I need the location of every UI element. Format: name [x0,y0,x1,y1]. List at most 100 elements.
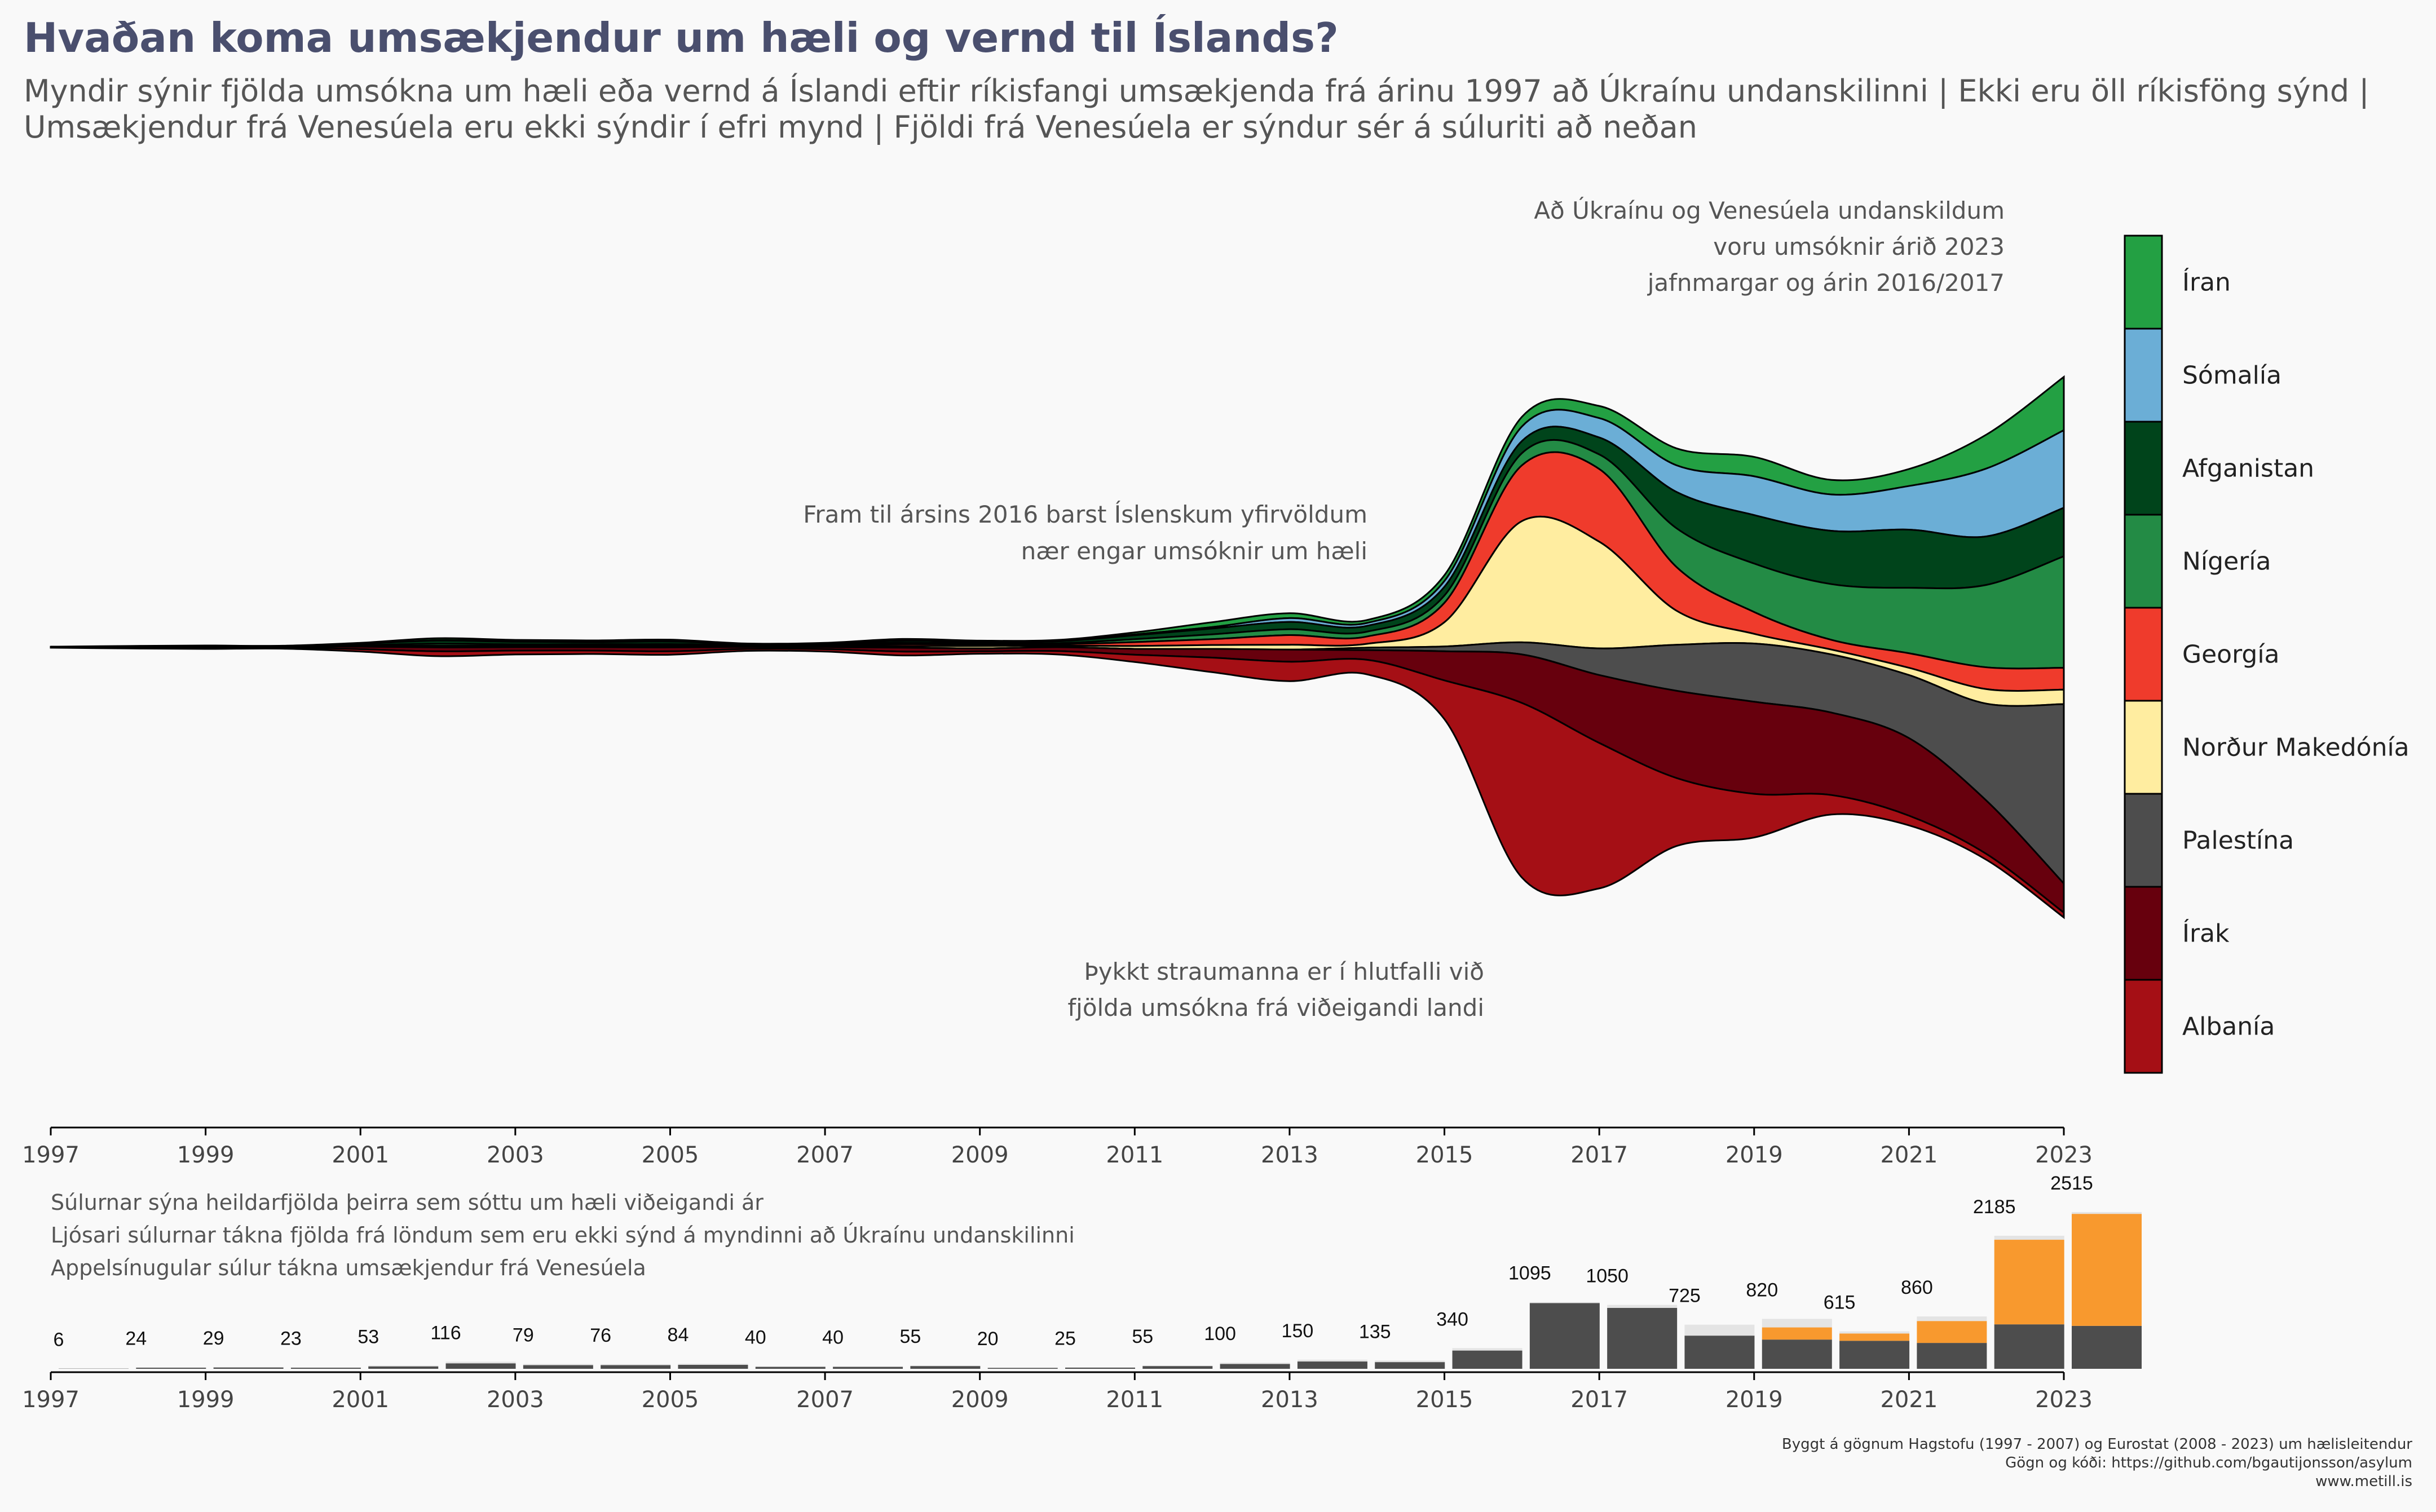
bar-other-2015 [1452,1348,1522,1351]
tick-label-2021: 2021 [1880,1387,1938,1413]
legend-swatch--ran [2124,235,2163,330]
tick-label-2023: 2023 [2035,1142,2093,1168]
tick-label-2001: 2001 [332,1387,389,1413]
caption-line-1: Byggt á gögnum Hagstofu (1997 - 2007) og… [1782,1436,2412,1453]
bar-shown-2004 [601,1365,671,1369]
stream-alban-a [50,646,2065,919]
bar-venezuela-2021 [1917,1321,1987,1343]
bar-shown-2002 [445,1363,516,1369]
bar-total-label-2010: 25 [1054,1328,1076,1349]
bar-total-label-2021: 860 [1901,1277,1933,1298]
legend-label-palest-na: Palestína [2182,826,2294,855]
x-axis-stream: 1997 1999 2001 2003 2005 2007 2009 2011 2013 2015… [22,1126,2093,1168]
tick-label-2013: 2013 [1261,1387,1318,1413]
legend-swatch-palest-na [2124,793,2163,888]
bar-other-2018 [1684,1324,1755,1336]
bar-total-label-2015: 340 [1436,1308,1468,1330]
chart-subtitle-line-1: Myndir sýnir fjölda umsókna um hæli eða … [24,73,2369,109]
bar-total-label-2013: 150 [1282,1320,1314,1342]
bar-shown-2022 [1994,1324,2064,1369]
bar-other-2004 [601,1364,671,1365]
bar-other-2005 [678,1363,748,1365]
bar-shown-2014 [1375,1362,1445,1369]
bar-shown-2021 [1917,1343,1987,1369]
bar-venezuela-2019 [1762,1327,1832,1340]
legend-swatch-alban-a [2124,979,2163,1074]
bar-other-2019 [1762,1319,1832,1328]
bar-total-label-2014: 135 [1359,1321,1391,1342]
caption-line-2: Gögn og kóði: https://github.com/bgautij… [2005,1454,2412,1471]
bar-total-label-2009: 20 [977,1328,999,1350]
bar-shown-2006 [755,1367,826,1369]
bar-shown-1998 [136,1368,206,1369]
chart-subtitle-line-2: Umsækjendur frá Venesúela eru ekki sýndi… [24,109,1697,145]
tick-label-1999: 1999 [177,1142,235,1168]
bar-other-2023 [2072,1212,2142,1214]
bar-shown-2023 [2072,1325,2142,1369]
bar-note-2: Ljósari súlurnar tákna fjölda frá löndum… [51,1223,1075,1248]
bar-shown-2003 [523,1365,593,1369]
legend-swatch-n-ger-a [2124,514,2163,609]
bar-other-2020 [1839,1331,1910,1334]
bar-total-label-2012: 100 [1204,1323,1236,1345]
annotation-bottom-line-1: Þykkt straumanna er í hlutfalli við [1084,958,1484,985]
legend-swatch-s-mal-a [2124,328,2163,423]
bar-total-label-2016: 1095 [1508,1263,1551,1284]
bar-shown-2001 [368,1366,439,1369]
bar-shown-1999 [213,1367,284,1369]
bar-shown-2011 [1142,1366,1213,1369]
bar-shown-2013 [1297,1361,1367,1369]
bar-shown-2019 [1762,1339,1832,1369]
bar-total-label-2001: 53 [358,1326,379,1347]
legend-label-n-ger-a: Nígería [2182,547,2271,576]
bar-other-2022 [1994,1236,2064,1240]
tick-label-1997: 1997 [22,1142,80,1168]
caption-line-3: www.metill.is [2315,1473,2412,1490]
bar-other-2013 [1297,1359,1367,1362]
annotation-middle-line-1: Fram til ársins 2016 barst Íslenskum yfi… [803,500,1367,528]
bar-other-1999 [213,1367,284,1368]
bar-venezuela-2023 [2072,1214,2142,1326]
bar-total-label-2023: 2515 [2050,1173,2093,1194]
bar-other-2011 [1142,1365,1213,1367]
bar-other-2021 [1917,1316,1987,1321]
bar-total-label-2003: 79 [513,1324,534,1346]
bar-shown-2017 [1607,1308,1678,1369]
tick-label-1999: 1999 [177,1387,235,1413]
legend: Íran Sómalía Afganistan Nígería Georgía Norðu… [2124,235,2409,1074]
annotation-top-right-line-1: Að Úkraínu og Venesúela undanskildum [1534,196,2005,224]
bar-note-3: Appelsínugular súlur tákna umsækjendur f… [51,1255,646,1280]
bar-chart: 6 24 29 23 53 116 79 76 84 40 40 55 20 25 55 100 150 135 3… [54,1173,2142,1369]
tick-label-1997: 1997 [22,1387,80,1413]
streamgraph [50,375,2065,919]
bar-total-label-2020: 615 [1824,1292,1856,1314]
annotation-middle-line-2: nær engar umsóknir um hæli [1021,537,1367,565]
legend-label--rak: Írak [2182,918,2230,948]
bar-other-2016 [1529,1302,1600,1303]
caption: Byggt á gögnum Hagstofu (1997 - 2007) og… [1782,1436,2412,1490]
annotation-bottom-line-2: fjölda umsókna frá viðeigandi landi [1067,994,1484,1022]
legend-label-s-mal-a: Sómalía [2182,361,2281,390]
tick-label-2009: 2009 [951,1387,1009,1413]
bar-other-2017 [1607,1305,1678,1308]
bar-total-label-2017: 1050 [1586,1266,1629,1287]
bar-total-label-2008: 55 [899,1326,921,1347]
bar-shown-2008 [910,1366,981,1369]
bar-venezuela-2022 [1994,1240,2064,1325]
bar-total-label-2005: 84 [668,1324,689,1346]
tick-label-2005: 2005 [642,1142,699,1168]
bar-total-label-2019: 820 [1746,1279,1778,1301]
bar-other-2012 [1220,1363,1290,1364]
annotation-top-right-line-3: jafnmargar og árin 2016/2017 [1647,269,2005,297]
tick-label-2007: 2007 [796,1142,854,1168]
bar-total-label-2007: 40 [822,1327,844,1349]
tick-label-2019: 2019 [1726,1142,1783,1168]
legend-swatch--rak [2124,886,2163,981]
bar-shown-2012 [1220,1364,1290,1369]
bar-shown-2015 [1452,1350,1522,1369]
x-axis-bars: 1997 1999 2001 2003 2005 2007 2009 2011 2013 2015… [22,1371,2093,1413]
legend-label--ran: Íran [2182,267,2231,297]
chart-title: Hvaðan koma umsækjendur um hæli og vernd… [24,14,1339,61]
bar-total-label-2000: 23 [280,1328,302,1350]
tick-label-2017: 2017 [1570,1142,1628,1168]
